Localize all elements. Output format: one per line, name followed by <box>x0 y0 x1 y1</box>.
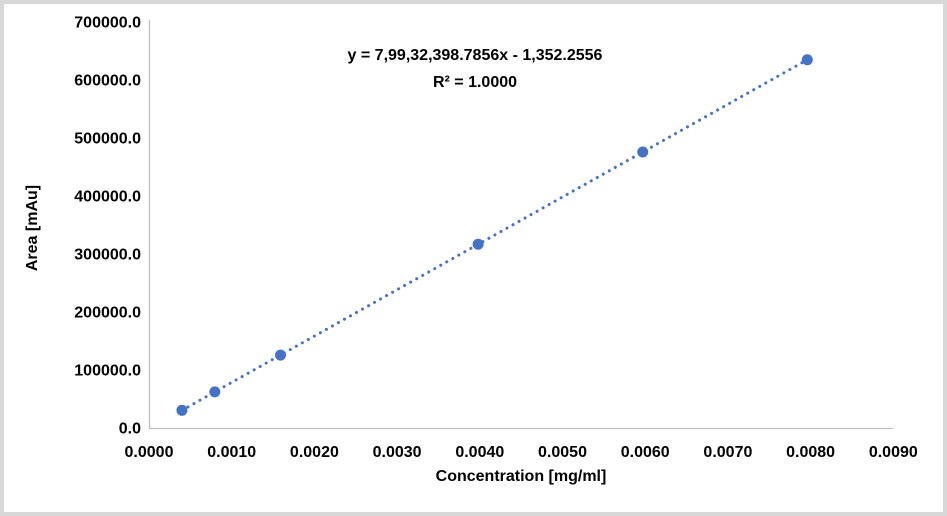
trendline-equation-label: y = 7,99,32,398.7856x - 1,352.2556 R² = … <box>275 42 675 96</box>
data-point[interactable] <box>472 238 484 250</box>
x-tick-label: 0.0070 <box>703 444 752 461</box>
y-tick-label: 700000.0 <box>74 15 141 32</box>
x-tick-label: 0.0060 <box>621 444 670 461</box>
x-tick-label: 0.0030 <box>373 444 422 461</box>
y-tick-label: 400000.0 <box>74 189 141 206</box>
y-tick-label: 300000.0 <box>74 247 141 264</box>
data-point[interactable] <box>209 386 221 398</box>
y-tick-label: 100000.0 <box>74 363 141 380</box>
x-tick-label: 0.0010 <box>207 444 256 461</box>
x-tick-label: 0.0000 <box>125 444 174 461</box>
trendline <box>180 58 809 412</box>
data-point[interactable] <box>176 404 188 416</box>
r-squared-line: R² = 1.0000 <box>432 74 518 91</box>
data-point[interactable] <box>274 349 286 361</box>
x-tick-label: 0.0040 <box>455 444 504 461</box>
y-axis-title: Area [mAu] <box>24 184 41 272</box>
data-point[interactable] <box>801 54 813 66</box>
x-tick-label: 0.0050 <box>538 444 587 461</box>
y-tick-label: 0.0 <box>119 421 141 438</box>
x-tick-label: 0.0090 <box>869 444 918 461</box>
y-tick-label: 200000.0 <box>74 305 141 322</box>
x-axis-title: Concentration [mg/ml] <box>435 468 607 485</box>
equation-line: y = 7,99,32,398.7856x - 1,352.2556 <box>347 47 603 64</box>
y-tick-label: 500000.0 <box>74 131 141 148</box>
data-point[interactable] <box>637 146 649 158</box>
x-tick-label: 0.0020 <box>290 444 339 461</box>
y-tick-label: 600000.0 <box>74 73 141 90</box>
x-tick-label: 0.0080 <box>786 444 835 461</box>
